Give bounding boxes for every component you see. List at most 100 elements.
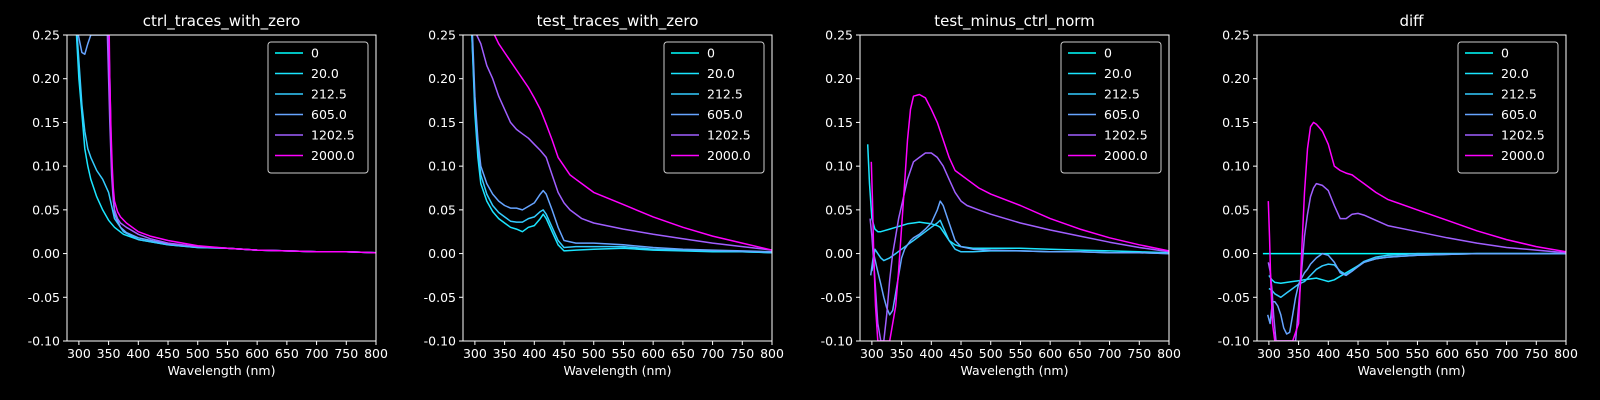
legend: 0 20.0 212.5 605.0 1202.5 2000.0	[663, 41, 765, 174]
series-line-212.5	[471, 35, 772, 254]
y-tick-label: 0.15	[825, 115, 853, 130]
legend: 0 20.0 212.5 605.0 1202.5 2000.0	[267, 41, 369, 174]
legend-label: 1202.5	[707, 128, 751, 143]
x-tick-label: 600	[245, 346, 269, 361]
x-tick-label: 800	[1157, 346, 1181, 361]
x-tick-label: 750	[1127, 346, 1151, 361]
chart-panel-3: 300 350 400 450 500 550 600 650 700 750 800 -0.10 -0…	[1218, 12, 1578, 378]
y-tick-label: -0.10	[28, 334, 60, 349]
x-tick-label: 700	[305, 346, 329, 361]
y-tick-label: 0.00	[1222, 246, 1250, 261]
x-tick-label: 350	[890, 346, 914, 361]
y-tick-label: 0.25	[825, 28, 853, 43]
legend-label: 20.0	[1104, 66, 1132, 81]
y-tick-label: 0.05	[825, 202, 853, 217]
y-tick-label: 0.20	[32, 71, 60, 86]
series-line-605.0	[471, 35, 772, 253]
y-tick-label: 0.20	[1222, 71, 1250, 86]
x-tick-label: 700	[1495, 346, 1519, 361]
series-line-2000.0	[108, 35, 376, 254]
legend-label: 605.0	[1104, 107, 1140, 122]
legend-label: 212.5	[707, 87, 743, 102]
series-line-605.0	[1266, 252, 1566, 335]
x-tick-label: 400	[522, 346, 546, 361]
series-line-1202.5	[476, 35, 772, 251]
x-tick-label: 500	[582, 346, 606, 361]
x-tick-label: 450	[949, 346, 973, 361]
x-tick-label: 750	[334, 346, 358, 361]
y-tick-label: 0.10	[428, 159, 456, 174]
chart-title: diff	[1399, 12, 1424, 30]
legend-box	[663, 41, 765, 174]
x-axis-label: Wavelength (nm)	[168, 363, 276, 378]
y-tick-label: 0.05	[428, 202, 456, 217]
y-tick-label: 0.20	[428, 71, 456, 86]
legend-label: 20.0	[1501, 66, 1529, 81]
y-tick-label: 0.05	[32, 202, 60, 217]
y-tick-label: 0.00	[825, 246, 853, 261]
x-tick-label: 300	[1257, 346, 1281, 361]
x-tick-label: 650	[275, 346, 299, 361]
legend-label: 605.0	[707, 107, 743, 122]
y-tick-label: -0.05	[424, 290, 456, 305]
y-tick-label: 0.15	[428, 115, 456, 130]
series-group	[866, 93, 1169, 341]
series-line-1202.5	[1267, 182, 1566, 341]
legend-label: 20.0	[311, 66, 339, 81]
x-tick-label: 400	[126, 346, 150, 361]
x-tick-label: 700	[1098, 346, 1122, 361]
legend-label: 1202.5	[1104, 128, 1148, 143]
x-tick-label: 450	[1346, 346, 1370, 361]
chart-panel-0: 300 350 400 450 500 550 600 650 700 750 800 -0.10 -0…	[28, 12, 388, 378]
x-tick-label: 300	[463, 346, 487, 361]
x-tick-label: 800	[760, 346, 784, 361]
x-tick-label: 550	[612, 346, 636, 361]
legend-label: 2000.0	[707, 148, 751, 163]
legend: 0 20.0 212.5 605.0 1202.5 2000.0	[1457, 41, 1559, 174]
x-axis-label: Wavelength (nm)	[961, 363, 1069, 378]
y-tick-label: 0.15	[1222, 115, 1250, 130]
x-tick-label: 600	[1435, 346, 1459, 361]
legend-label: 20.0	[707, 66, 735, 81]
axes-frame	[66, 34, 377, 342]
x-axis-label: Wavelength (nm)	[564, 363, 672, 378]
legend-label: 0	[707, 46, 715, 61]
legend: 0 20.0 212.5 605.0 1202.5 2000.0	[1060, 41, 1162, 174]
series-group	[471, 35, 772, 254]
series-line-2000.0	[1267, 121, 1566, 341]
chart-title: test_minus_ctrl_norm	[934, 12, 1095, 31]
series-group	[75, 35, 376, 254]
x-tick-label: 650	[671, 346, 695, 361]
y-tick-label: 0.10	[825, 159, 853, 174]
legend-label: 2000.0	[311, 148, 355, 163]
x-tick-label: 650	[1465, 346, 1489, 361]
legend-label: 212.5	[311, 87, 347, 102]
x-tick-label: 500	[1376, 346, 1400, 361]
legend-label: 1202.5	[1501, 128, 1545, 143]
x-tick-label: 550	[216, 346, 240, 361]
x-tick-label: 750	[1524, 346, 1548, 361]
y-tick-label: 0.25	[1222, 28, 1250, 43]
x-tick-label: 650	[1068, 346, 1092, 361]
legend-label: 0	[1501, 46, 1509, 61]
y-tick-label: -0.10	[424, 334, 456, 349]
legend-box	[1060, 41, 1162, 174]
y-tick-label: 0.20	[825, 71, 853, 86]
y-tick-label: 0.25	[32, 28, 60, 43]
legend-label: 212.5	[1104, 87, 1140, 102]
y-tick-label: -0.10	[1218, 334, 1250, 349]
legend-box	[267, 41, 369, 174]
x-tick-label: 450	[552, 346, 576, 361]
y-tick-label: -0.05	[28, 290, 60, 305]
x-tick-label: 550	[1406, 346, 1430, 361]
y-tick-label: 0.10	[32, 159, 60, 174]
x-tick-label: 350	[1287, 346, 1311, 361]
y-tick-label: -0.10	[821, 334, 853, 349]
legend-label: 605.0	[311, 107, 347, 122]
series-group	[1262, 121, 1566, 341]
x-tick-label: 300	[67, 346, 91, 361]
x-tick-label: 800	[364, 346, 388, 361]
axes-frame	[462, 34, 773, 342]
y-tick-label: 0.00	[32, 246, 60, 261]
